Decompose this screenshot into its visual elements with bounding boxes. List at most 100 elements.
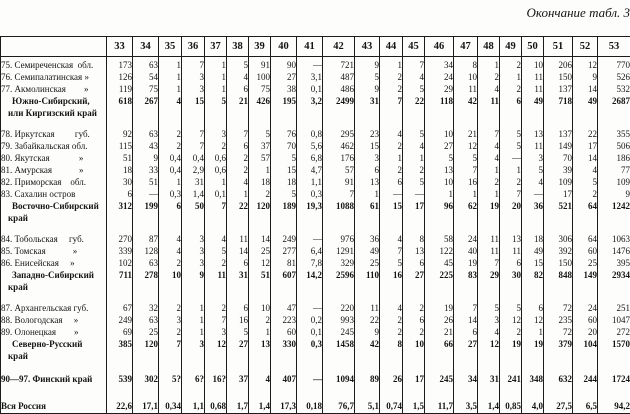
table-cell: 0,4 — [182, 152, 205, 164]
table-cell: 24 — [454, 233, 478, 245]
table-cell: 10 — [249, 302, 271, 314]
row-label: 84. Тобольская губ. — [1, 233, 107, 245]
table-cell: 0,6 — [205, 164, 227, 176]
table-cell: 17,1 — [133, 398, 159, 414]
table-cell: 76 — [271, 128, 297, 140]
table-cell: 235 — [544, 314, 573, 326]
table-cell: 34 — [454, 371, 478, 386]
spacer-cell — [500, 362, 522, 371]
table-cell: 29 — [478, 269, 500, 293]
table-cell: 5 — [573, 176, 598, 188]
table-cell: 2687 — [598, 95, 630, 119]
table-cell: 7 — [380, 95, 403, 119]
table-cell: 19,3 — [297, 200, 323, 224]
table-cell: 223 — [271, 314, 297, 326]
table-cell: 7 — [182, 57, 205, 72]
spacer-cell — [133, 119, 159, 128]
row-label: 88. Вологодская » — [1, 314, 107, 326]
table-cell: 4 — [227, 176, 249, 188]
table-cell: 632 — [544, 371, 573, 386]
column-header-39: 39 — [249, 37, 271, 57]
spacer-cell — [380, 119, 403, 128]
table-cell: 277 — [271, 245, 297, 257]
table-cell: 5 — [205, 245, 227, 257]
table-cell: 27 — [425, 140, 454, 152]
column-header-40: 40 — [271, 37, 297, 57]
spacer-row — [1, 362, 630, 371]
table-cell: 2 — [403, 326, 425, 338]
spacer-cell — [403, 386, 425, 398]
table-cell: 22,6 — [107, 398, 133, 414]
spacer-cell — [182, 362, 205, 371]
table-cell: 718 — [544, 95, 573, 119]
table-caption: Окончание табл. 3 — [526, 5, 630, 21]
spacer-cell — [478, 362, 500, 371]
table-cell: 1 — [182, 302, 205, 314]
table-cell: 9 — [355, 326, 380, 338]
row-label: 82. Приморская обл. — [1, 176, 107, 188]
table-cell: 2 — [500, 57, 522, 72]
table-cell: 249 — [271, 233, 297, 245]
table-cell: 45 — [425, 257, 454, 269]
spacer-cell — [133, 362, 159, 371]
table-cell: 137 — [544, 128, 573, 140]
row-label: 80. Якутская » — [1, 152, 107, 164]
table-cell: 2 — [227, 164, 249, 176]
table-cell: — — [297, 233, 323, 245]
spacer-cell — [425, 293, 454, 302]
table-cell: 9 — [133, 152, 159, 164]
spacer-cell — [205, 386, 227, 398]
spacer-cell — [573, 119, 598, 128]
table-cell: 3,1 — [297, 71, 323, 83]
table-cell: 37 — [227, 371, 249, 386]
spacer-cell — [454, 119, 478, 128]
table-cell: 22 — [573, 128, 598, 140]
table-cell: 330 — [271, 338, 297, 362]
table-cell: 7 — [205, 314, 227, 326]
table-cell: — — [403, 188, 425, 200]
row-label: 87. Архангельская губ. — [1, 302, 107, 314]
spacer-cell — [355, 224, 380, 233]
table-cell: 64 — [573, 200, 598, 224]
column-header-38: 38 — [227, 37, 249, 57]
row-label: 85. Томская » — [1, 245, 107, 257]
table-cell: 94,2 — [598, 398, 630, 414]
table-cell: 19 — [454, 257, 478, 269]
spacer-cell — [454, 362, 478, 371]
table-cell: 4 — [573, 164, 598, 176]
spacer-cell — [522, 119, 544, 128]
row-label: 81. Амурская » — [1, 164, 107, 176]
table-cell: 42 — [454, 95, 478, 119]
table-cell: 10 — [522, 57, 544, 72]
table-cell: 6 — [403, 257, 425, 269]
table-cell: 3 — [182, 257, 205, 269]
table-cell: 49 — [355, 245, 380, 257]
table-cell: 31 — [227, 269, 249, 293]
table-cell: 1 — [500, 71, 522, 83]
table-cell: 25 — [249, 245, 271, 257]
column-header-47: 47 — [454, 37, 478, 57]
spacer-cell — [500, 293, 522, 302]
spacer-cell — [323, 224, 355, 233]
row-label-line2: или Киргизский край — [1, 107, 106, 119]
table-cell: 22 — [227, 200, 249, 224]
table-cell: 6 — [227, 302, 249, 314]
table-cell: 302 — [133, 371, 159, 386]
table-cell: 1 — [159, 57, 182, 72]
table-cell: 63 — [133, 57, 159, 72]
table-cell: 2 — [403, 164, 425, 176]
table-cell: 6 — [500, 257, 522, 269]
spacer-cell — [380, 362, 403, 371]
table-cell: 2 — [573, 188, 598, 200]
table-cell: — — [500, 152, 522, 164]
spacer-cell — [107, 224, 133, 233]
table-cell: 0,3 — [159, 188, 182, 200]
column-header-51: 51 — [544, 37, 573, 57]
table-cell: 7 — [478, 128, 500, 140]
table-cell: 14 — [573, 83, 598, 95]
table-cell: 60 — [271, 326, 297, 338]
